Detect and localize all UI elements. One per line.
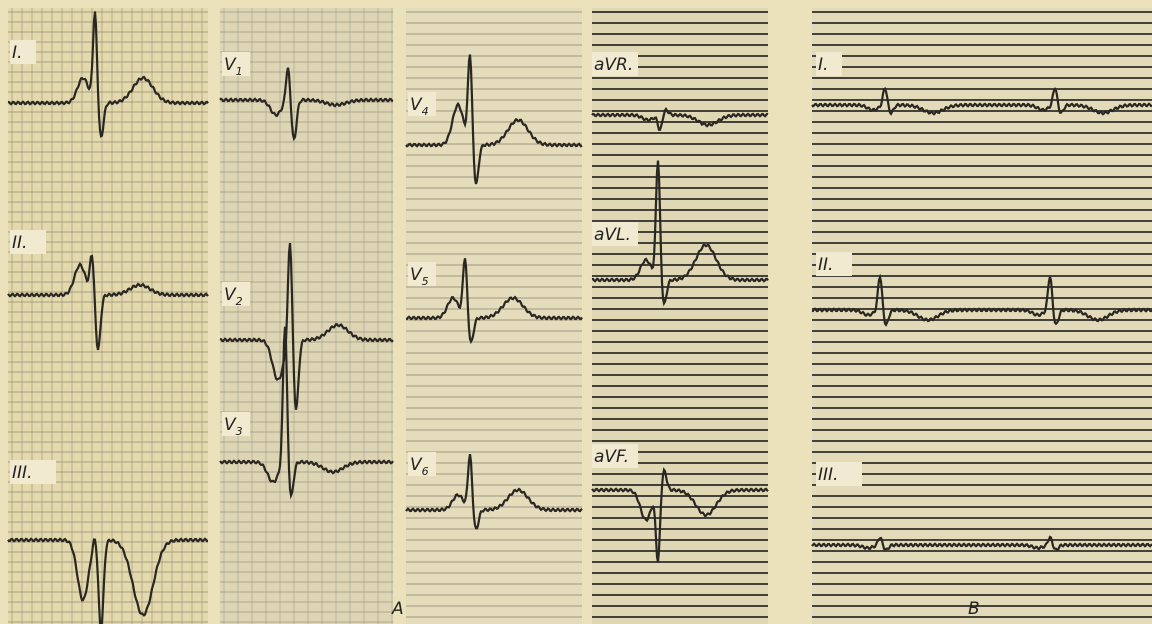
- lead-label-sub: 5: [422, 275, 429, 288]
- lead-label-sub: 3: [236, 425, 243, 438]
- lead-label-text: III.: [12, 463, 32, 483]
- ecg-strip: aVR. aVL. aVF.: [592, 8, 768, 624]
- lead-label-text: aVF.: [594, 447, 629, 467]
- lead-label-text: aVL.: [594, 225, 631, 245]
- lead-label: I.: [818, 55, 828, 75]
- lead-label: aVR.: [594, 55, 633, 75]
- ecg-strip: I. II. III.: [8, 8, 208, 624]
- ecg-strip: I. II. III.: [812, 8, 1152, 624]
- lead-label: I.: [12, 43, 22, 63]
- lead-label-text: I.: [818, 55, 828, 75]
- lead-label: aVL.: [594, 225, 631, 245]
- lead-label-sub: 4: [422, 105, 429, 118]
- lead-label: II.: [12, 233, 27, 253]
- lead-label-sub: 6: [422, 465, 429, 478]
- lead-label: III.: [12, 463, 32, 483]
- lead-label-text: I.: [12, 43, 22, 63]
- lead-label: III.: [818, 465, 838, 485]
- lead-label-text: aVR.: [594, 55, 633, 75]
- lead-label-sub: 2: [236, 295, 243, 308]
- lead-label-text: II.: [818, 255, 833, 275]
- ecg-figure: I. II. III. V1V2V3V4V5V6 aVR. aVL. aVF. I. II. II…: [0, 0, 1152, 624]
- lead-label: aVF.: [594, 447, 629, 467]
- figure-marker: B: [968, 599, 980, 619]
- lead-label-sub: 1: [236, 65, 243, 78]
- lead-label: II.: [818, 255, 833, 275]
- figure-marker: A: [391, 599, 404, 619]
- lead-label-text: III.: [818, 465, 838, 485]
- lead-label-text: II.: [12, 233, 27, 253]
